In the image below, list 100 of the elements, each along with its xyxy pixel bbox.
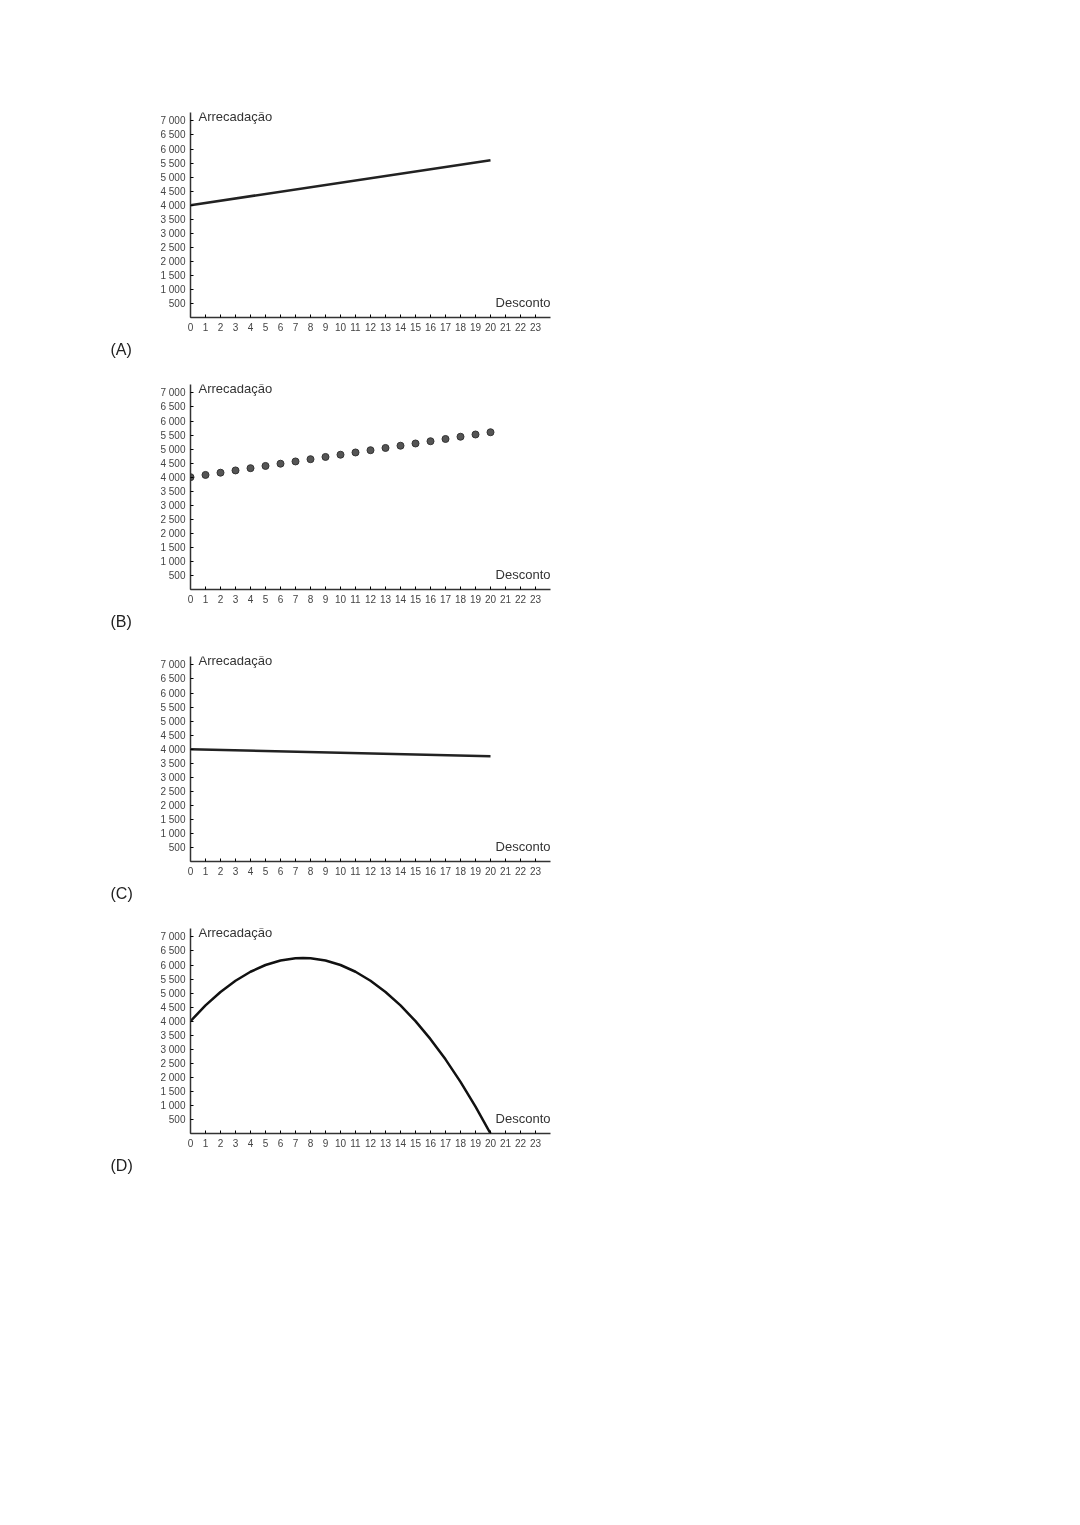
- x-tick-label: 22: [514, 593, 527, 605]
- y-tick-label: 5 500: [160, 701, 186, 713]
- x-tick-label: 19: [469, 865, 482, 877]
- y-tick-label: 1 000: [160, 283, 186, 295]
- x-tick-label: 21: [499, 593, 512, 605]
- y-tick-label: 3 500: [160, 485, 186, 497]
- x-tick-label: 7: [292, 1137, 299, 1149]
- y-axis-title: Arrecadação: [198, 109, 273, 124]
- y-tick-label: 6 000: [160, 143, 186, 155]
- y-tick-label: 5 500: [160, 429, 186, 441]
- x-tick-label: 13: [379, 321, 392, 333]
- x-tick-label: 23: [529, 321, 542, 333]
- y-axis-title: Arrecadação: [198, 653, 273, 668]
- x-tick-label: 15: [409, 865, 422, 877]
- x-tick-label: 7: [292, 593, 299, 605]
- x-tick-label: 7: [292, 321, 299, 333]
- y-tick-label: 3 500: [160, 213, 186, 225]
- y-tick-label: 2 500: [160, 1057, 186, 1069]
- y-tick-label: 2 000: [160, 799, 186, 811]
- x-tick-label: 2: [217, 321, 224, 333]
- x-tick-label: 11: [350, 865, 362, 877]
- x-tick-label: 1: [202, 865, 209, 877]
- y-tick-label: 2 500: [160, 513, 186, 525]
- x-tick-label: 18: [454, 593, 467, 605]
- y-tick-label: 3 000: [160, 771, 186, 783]
- x-tick-label: 11: [350, 321, 362, 333]
- x-tick-label: 15: [409, 1137, 422, 1149]
- y-tick-label: 4 000: [160, 471, 186, 483]
- y-tick-label: 4 500: [160, 1001, 186, 1013]
- x-tick-label: 5: [262, 865, 269, 877]
- y-tick-label: 1 500: [160, 269, 186, 281]
- y-tick-label: 7 000: [160, 931, 186, 943]
- x-tick-label: 10: [334, 865, 347, 877]
- x-tick-label: 1: [202, 1137, 209, 1149]
- x-tick-label: 2: [217, 593, 224, 605]
- y-tick-label: 3 000: [160, 1043, 186, 1055]
- y-tick-label: 5 000: [160, 987, 186, 999]
- x-tick-label: 0: [187, 593, 194, 605]
- x-tick-label: 2: [217, 865, 224, 877]
- x-tick-label: 17: [439, 593, 452, 605]
- x-tick-label: 8: [307, 865, 314, 877]
- x-tick-label: 21: [499, 865, 512, 877]
- x-tick-label: 4: [247, 321, 254, 333]
- x-tick-label: 20: [484, 865, 497, 877]
- x-tick-label: 8: [307, 321, 314, 333]
- x-tick-label: 22: [514, 1137, 527, 1149]
- x-tick-label: 20: [484, 593, 497, 605]
- y-tick-label: 2 500: [160, 241, 186, 253]
- text: (C): [110, 884, 133, 902]
- y-tick-label: 4 000: [160, 199, 186, 211]
- y-tick-label: 2 000: [160, 1071, 186, 1083]
- y-tick-label: 500: [168, 297, 186, 309]
- y-tick-label: 3 500: [160, 757, 186, 769]
- text: (D): [110, 1156, 133, 1174]
- y-tick-label: 5 000: [160, 171, 186, 183]
- y-axis-title: Arrecadação: [198, 925, 273, 940]
- x-tick-label: 18: [454, 865, 467, 877]
- x-tick-label: 16: [424, 593, 437, 605]
- y-tick-label: 5 000: [160, 715, 186, 727]
- x-tick-label: 4: [247, 593, 254, 605]
- x-tick-label: 16: [424, 865, 437, 877]
- y-tick-label: 500: [168, 1113, 186, 1125]
- x-tick-label: 10: [334, 593, 347, 605]
- x-tick-label: 10: [334, 321, 347, 333]
- x-tick-label: 17: [439, 865, 452, 877]
- y-tick-label: 6 500: [160, 401, 186, 413]
- x-tick-label: 1: [202, 593, 209, 605]
- y-tick-label: 6 000: [160, 687, 186, 699]
- y-tick-label: 3 000: [160, 499, 186, 511]
- y-tick-label: 5 000: [160, 443, 186, 455]
- y-tick-label: 2 000: [160, 255, 186, 267]
- x-tick-label: 3: [232, 865, 239, 877]
- x-tick-label: 19: [469, 321, 482, 333]
- x-tick-label: 11: [350, 1137, 362, 1149]
- x-tick-label: 22: [514, 865, 527, 877]
- x-tick-label: 13: [379, 865, 392, 877]
- y-tick-label: 4 000: [160, 1015, 186, 1027]
- x-tick-label: 8: [307, 593, 314, 605]
- y-tick-label: 4 500: [160, 729, 186, 741]
- y-tick-label: 2 500: [160, 785, 186, 797]
- x-tick-label: 1: [202, 321, 209, 333]
- y-tick-label: 6 500: [160, 129, 186, 141]
- x-tick-label: 17: [439, 1137, 452, 1149]
- x-tick-label: 19: [469, 593, 482, 605]
- x-tick-label: 6: [277, 1137, 284, 1149]
- x-tick-label: 11: [350, 593, 362, 605]
- x-tick-label: 4: [247, 1137, 254, 1149]
- x-axis-title: Desconto: [495, 294, 551, 310]
- x-tick-label: 18: [454, 1137, 467, 1149]
- y-tick-label: 3 000: [160, 227, 186, 239]
- x-tick-label: 5: [262, 1137, 269, 1149]
- x-axis-title: Desconto: [495, 566, 551, 582]
- x-tick-label: 5: [262, 321, 269, 333]
- x-tick-label: 3: [232, 593, 239, 605]
- y-tick-label: 4 500: [160, 185, 186, 197]
- y-tick-label: 1 000: [160, 827, 186, 839]
- x-tick-label: 14: [394, 865, 407, 877]
- x-tick-label: 15: [409, 593, 422, 605]
- x-tick-label: 5: [262, 593, 269, 605]
- x-tick-label: 12: [364, 865, 377, 877]
